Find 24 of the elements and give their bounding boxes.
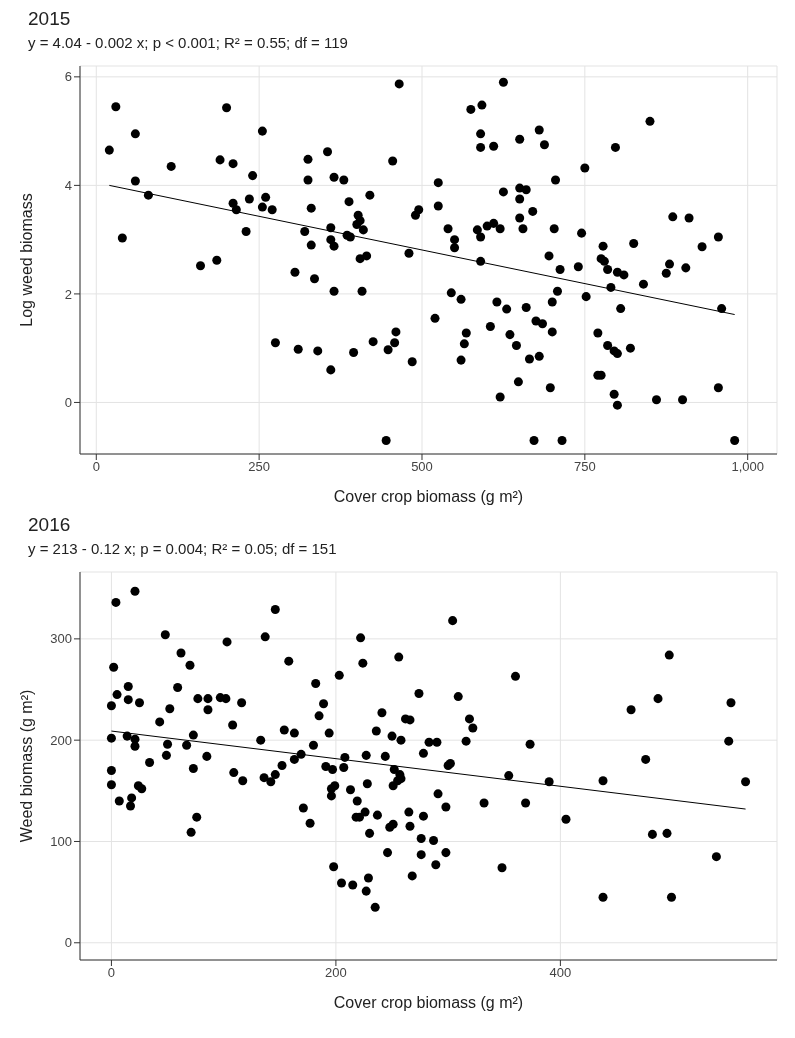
- y-tick-label: 0: [64, 395, 72, 411]
- x-axis-title: Cover crop biomass (g m²): [333, 994, 524, 1011]
- x-tick-label: 0: [107, 965, 116, 981]
- x-tick-label: 750: [573, 459, 596, 475]
- y-tick-label: 0: [64, 935, 72, 951]
- x-tick-label: 400: [549, 965, 572, 981]
- y-tick-label: 4: [64, 178, 72, 193]
- x-tick-label: 200: [325, 965, 347, 981]
- y-tick-label: 100: [50, 834, 72, 850]
- y-tick-label: 2: [64, 286, 72, 302]
- chart-title: 2016: [27, 514, 72, 537]
- y-tick-label: 300: [50, 631, 72, 647]
- x-tick-label: 500: [411, 459, 433, 475]
- chart-title: 2015: [27, 8, 72, 31]
- chart-subtitle: y = 4.04 - 0.002 x; p < 0.001; R² = 0.55; df = 119: [27, 34, 349, 53]
- chart-subtitle: y = 213 - 0.12 x; p = 0.004; R² = 0.05; df = 151: [27, 540, 338, 559]
- x-tick-label: 1,000: [731, 459, 764, 475]
- y-axis-title: Log weed biomass: [17, 193, 35, 327]
- y-axis-title: Weed biomass (g m²): [17, 689, 35, 843]
- x-tick-label: 250: [248, 459, 270, 475]
- y-tick-label: 6: [64, 69, 72, 85]
- x-axis-title: Cover crop biomass (g m²): [333, 488, 524, 505]
- y-tick-label: 200: [50, 732, 72, 748]
- x-tick-label: 0: [92, 459, 100, 475]
